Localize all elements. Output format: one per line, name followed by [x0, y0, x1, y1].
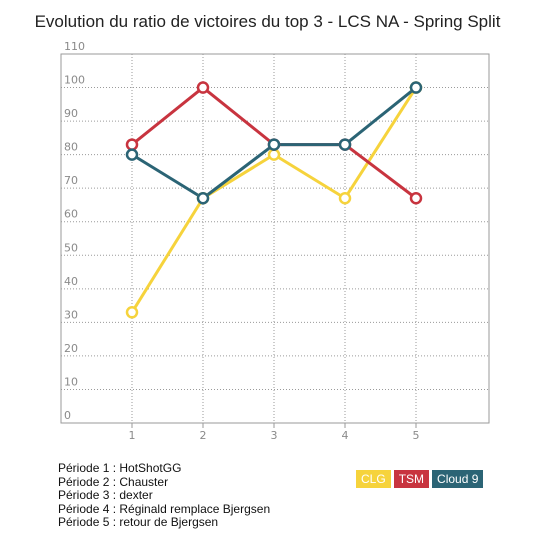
x-tick-label: 5 — [413, 429, 420, 442]
x-tick-label: 4 — [342, 429, 349, 442]
y-tick-label: 10 — [64, 375, 78, 388]
data-point-cloud-9 — [338, 138, 352, 151]
x-tick-label: 2 — [200, 429, 207, 442]
note-period-2: Période 2 : Chauster — [58, 474, 169, 489]
note-period-3: Période 3 : dexter — [58, 488, 153, 502]
x-tick-label: 3 — [271, 429, 278, 442]
y-tick-label: 60 — [64, 208, 78, 221]
data-point-cloud-9 — [409, 81, 423, 94]
data-point-cloud-9 — [196, 191, 210, 205]
note-period-4: Période 4 : Réginald remplace Bjergsen — [58, 501, 271, 516]
x-tick-label: 1 — [129, 429, 136, 442]
y-tick-label: 40 — [64, 275, 78, 288]
plot-frame — [60, 53, 490, 424]
legend-item-cloud9: Cloud 9 — [432, 470, 484, 488]
legend-item-tsm: TSM — [393, 470, 430, 488]
legend: CLG TSM Cloud 9 — [356, 470, 484, 488]
legend-item-clg: CLG — [356, 470, 391, 488]
data-point-clg — [125, 306, 139, 319]
data-point-tsm — [196, 81, 210, 94]
data-point-cloud-9 — [267, 138, 281, 151]
y-tick-label: 20 — [64, 342, 78, 355]
data-point-clg — [267, 148, 281, 161]
y-tick-label: 80 — [64, 141, 78, 154]
data-point-cloud-9 — [125, 148, 139, 161]
note-period-1: Période 1 : HotShotGG — [58, 461, 182, 475]
data-point-clg — [338, 191, 352, 205]
period-notes: Période 1 : HotShotGG Période 2 : Chaust… — [58, 461, 271, 530]
y-tick-label: 30 — [64, 308, 78, 321]
data-point-tsm — [409, 191, 423, 205]
y-tick-label: 0 — [64, 409, 71, 422]
y-tick-label: 110 — [64, 40, 85, 53]
y-tick-label: 50 — [64, 241, 78, 254]
y-tick-label: 90 — [64, 107, 78, 120]
note-period-5: Période 5 : retour de Bjergsen — [58, 515, 219, 529]
y-tick-label: 70 — [64, 174, 78, 187]
chart-title: Evolution du ratio de victoires du top 3… — [34, 12, 501, 31]
y-tick-label: 100 — [64, 74, 85, 87]
data-point-tsm — [125, 138, 139, 151]
